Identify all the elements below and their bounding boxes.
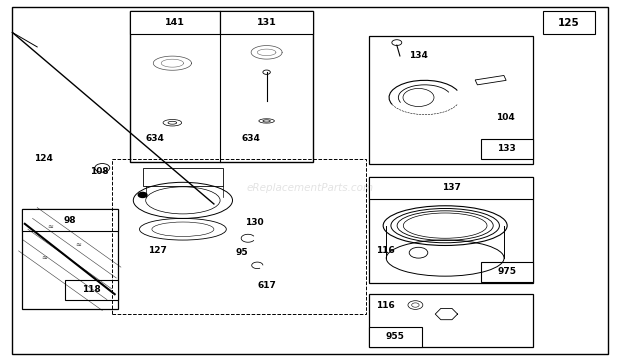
Text: 104: 104 [496, 113, 515, 122]
Text: 130: 130 [245, 218, 264, 226]
Bar [480, 139, 533, 159]
Bar [130, 11, 220, 34]
Text: $\approx$: $\approx$ [40, 255, 49, 261]
Text: $\approx$: $\approx$ [46, 224, 55, 230]
Text: 134: 134 [409, 52, 428, 60]
Text: 116: 116 [376, 301, 395, 309]
Bar [475, 75, 506, 85]
Text: 634: 634 [146, 135, 164, 143]
Text: 125: 125 [558, 18, 580, 27]
Circle shape [138, 192, 147, 197]
Bar [542, 11, 595, 34]
Text: 133: 133 [497, 144, 516, 153]
Text: 617: 617 [257, 281, 276, 290]
Bar [112, 159, 366, 314]
Text: 955: 955 [386, 332, 405, 341]
Text: eReplacementParts.com: eReplacementParts.com [246, 183, 374, 193]
Text: 131: 131 [257, 18, 277, 27]
Bar [143, 168, 223, 186]
Text: 124: 124 [34, 155, 53, 163]
Bar [369, 294, 533, 347]
Text: 95: 95 [236, 248, 248, 257]
Text: 108: 108 [90, 167, 108, 176]
Text: 137: 137 [441, 183, 461, 192]
Text: 975: 975 [497, 267, 516, 276]
Bar [369, 327, 422, 347]
Bar [369, 36, 533, 164]
Text: 98: 98 [63, 216, 76, 225]
Bar [369, 177, 533, 199]
Bar [22, 209, 118, 231]
Text: 634: 634 [242, 135, 260, 143]
Bar [369, 177, 533, 283]
Bar [480, 262, 533, 282]
Text: $\approx$: $\approx$ [74, 242, 83, 248]
Bar [130, 11, 313, 162]
Text: 141: 141 [165, 18, 185, 27]
Text: 127: 127 [148, 247, 166, 255]
Bar [65, 280, 118, 300]
Bar [22, 209, 118, 309]
Text: 118: 118 [82, 285, 101, 294]
Bar [220, 11, 313, 34]
Text: 116: 116 [376, 247, 395, 255]
